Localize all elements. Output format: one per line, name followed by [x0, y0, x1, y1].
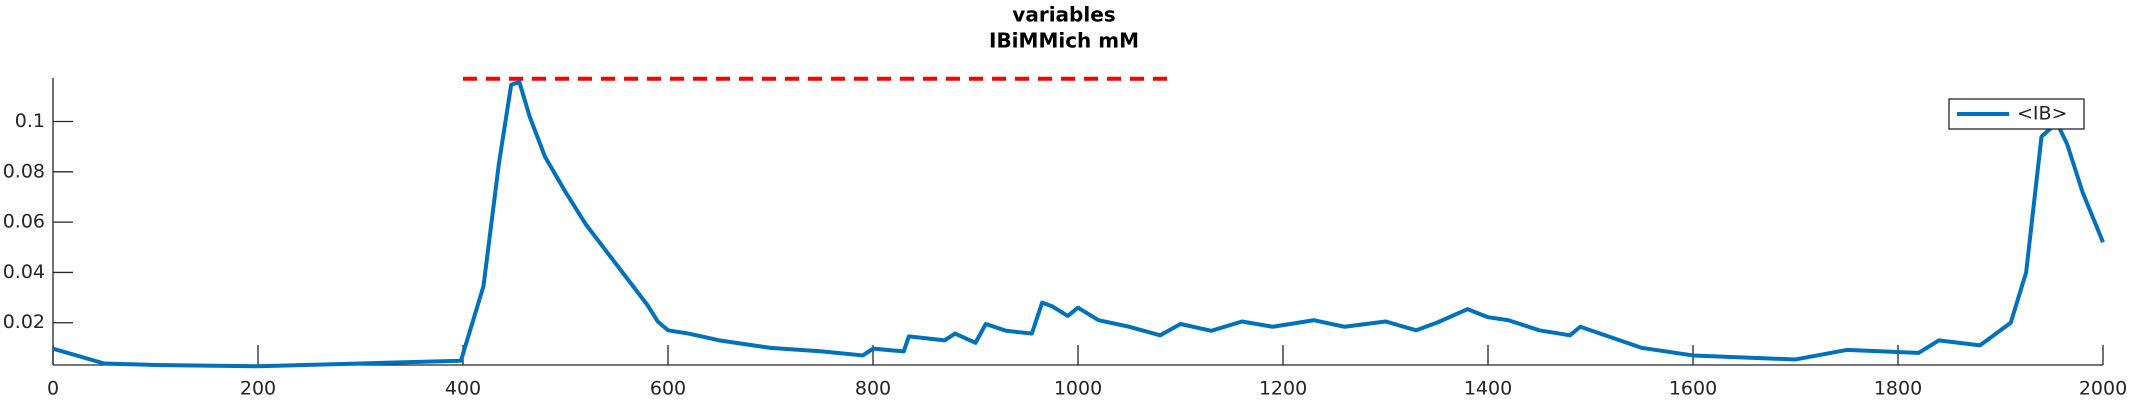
x-tick-label: 600 [650, 378, 686, 400]
x-tick-label: 400 [445, 378, 481, 400]
x-tick-label: 1600 [1669, 378, 1717, 400]
x-tick-label: 1200 [1259, 378, 1307, 400]
chart-title: variables [1012, 3, 1115, 27]
y-tick-label: 0.1 [15, 110, 45, 132]
chart-subtitle: IBiMMich mM [989, 29, 1139, 53]
x-tick-label: 1400 [1464, 378, 1512, 400]
x-tick-label: 1800 [1874, 378, 1922, 400]
y-tick-label: 0.08 [3, 160, 45, 182]
legend-box [1948, 98, 2085, 130]
x-tick-label: 2000 [2079, 378, 2127, 400]
x-tick-label: 800 [855, 378, 891, 400]
x-tick-label: 0 [47, 378, 59, 400]
y-tick-label: 0.04 [3, 261, 45, 283]
data-line [52, 80, 2105, 369]
x-tick-label: 1000 [1054, 378, 1102, 400]
legend-label: <IB> [2017, 103, 2067, 125]
y-tick-label: 0.06 [3, 211, 45, 233]
x-tick-label: 200 [240, 378, 276, 400]
y-tick-label: 0.02 [3, 311, 45, 333]
